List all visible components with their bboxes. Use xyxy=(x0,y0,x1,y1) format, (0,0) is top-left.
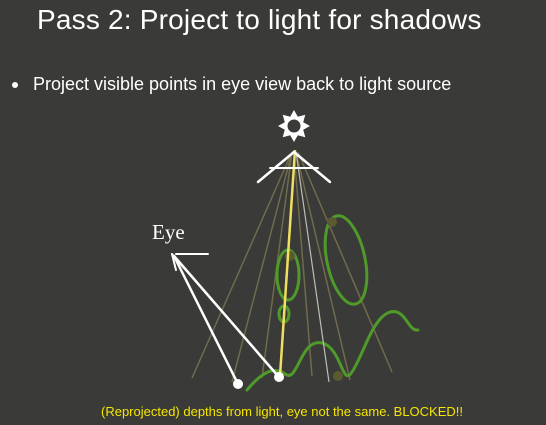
bullet-text: Project visible points in eye view back … xyxy=(33,74,452,94)
visible-point xyxy=(274,372,284,382)
eye-ray xyxy=(172,254,280,378)
reprojection-ray xyxy=(295,151,330,383)
light-camera xyxy=(256,150,332,184)
eye-rays xyxy=(172,254,280,386)
marker-dot xyxy=(333,371,343,381)
light-ray xyxy=(278,149,297,377)
frustum-ray xyxy=(295,151,351,381)
frustum-ray xyxy=(293,151,313,377)
frustum-ray xyxy=(297,151,393,373)
light-frustum xyxy=(191,151,393,383)
blocker-ellipse-tall xyxy=(323,214,369,306)
caption: (Reprojected) depths from light, eye not… xyxy=(101,404,464,419)
bullet-item: Project visible points in eye view back … xyxy=(12,74,451,95)
eye-label: Eye xyxy=(152,220,185,244)
slide-title: Pass 2: Project to light for shadows xyxy=(37,4,482,35)
marker-dot xyxy=(327,217,337,227)
frustum-ray xyxy=(191,151,293,379)
surface-markers xyxy=(285,217,343,381)
frustum-ray xyxy=(231,151,293,383)
light-core xyxy=(287,119,301,133)
eye-ray xyxy=(172,254,240,386)
ground-surface xyxy=(245,310,420,392)
visible-points xyxy=(233,372,284,389)
eye-frustum-left xyxy=(171,253,177,271)
bullet-dot xyxy=(12,82,18,88)
light-source-icon xyxy=(278,110,310,142)
visible-point xyxy=(233,379,243,389)
